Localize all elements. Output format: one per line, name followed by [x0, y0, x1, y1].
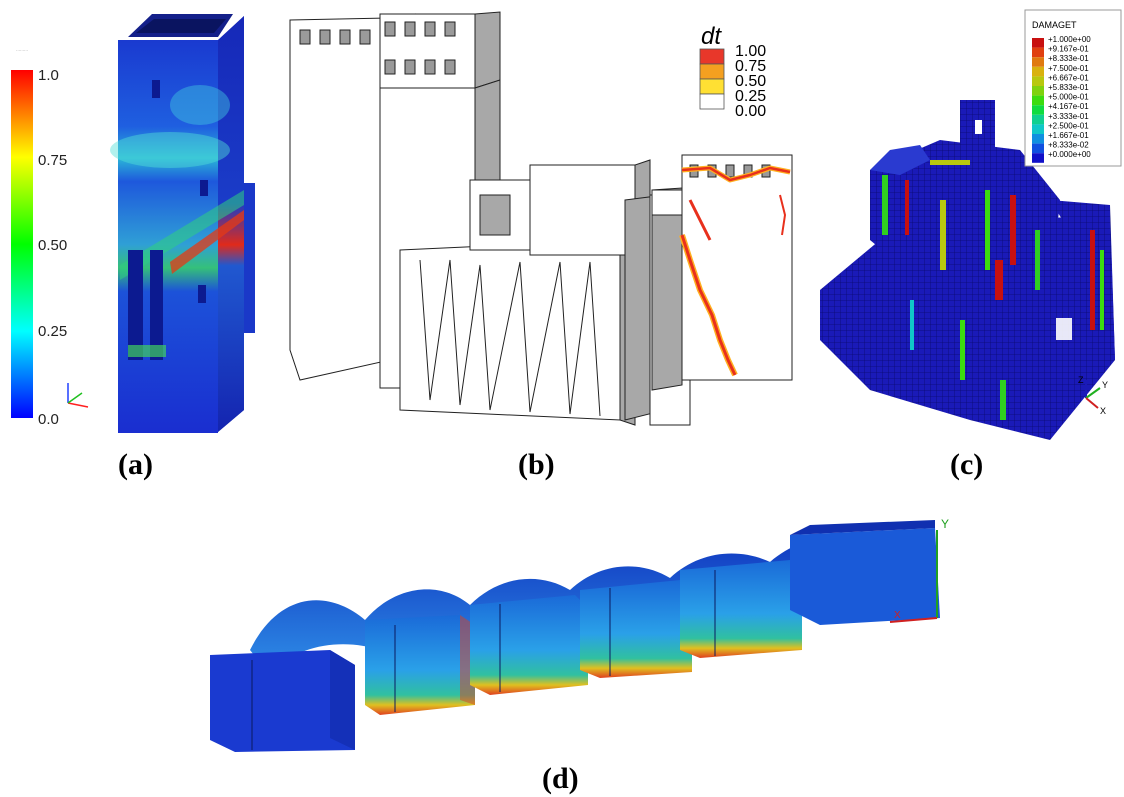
- legend-c-title: DAMAGET: [1032, 20, 1077, 30]
- legend-c-labels: +1.000e+00+9.167e-01+8.333e-01+7.500e-01…: [1048, 35, 1091, 159]
- panel-b: dt 1.00 0.75 0.50 0.25 0.00: [280, 0, 810, 450]
- legend-c-value: +3.333e-01: [1048, 112, 1089, 121]
- axis-triad-icon: [67, 383, 89, 408]
- caption-d: (d): [542, 762, 579, 795]
- panel-b-figure: dt 1.00 0.75 0.50 0.25 0.00: [289, 11, 793, 426]
- legend-c-value: +1.667e-01: [1048, 131, 1089, 140]
- colorbar-a-tick: 0.50: [38, 237, 67, 254]
- tower-model: [110, 14, 255, 433]
- colorbar-a: [11, 70, 33, 418]
- axis-label: Y: [941, 517, 949, 531]
- axis-label: Z: [1078, 375, 1084, 385]
- colorbar-a-tick: 0.0: [38, 411, 59, 428]
- axis-triad-icon: Z Y X: [1078, 375, 1108, 416]
- legend-c-swatch: [1032, 66, 1044, 77]
- legend-c-value: +9.167e-01: [1048, 45, 1089, 54]
- caption-b: (b): [518, 448, 555, 481]
- legend-c: DAMAGET +1.000e+00+9.167e-01+8.333e-01+7…: [1024, 9, 1122, 167]
- legend-c-swatch: [1032, 114, 1044, 125]
- colorbar-a-tick: 0.75: [38, 152, 67, 169]
- caption-c: (c): [950, 448, 984, 481]
- panel-d: Y X: [200, 500, 960, 762]
- legend-c-swatch: [1032, 76, 1044, 86]
- legend-c-swatch: [1032, 134, 1044, 144]
- castle-model: [289, 11, 793, 426]
- legend-c-value: +2.500e-01: [1048, 121, 1089, 130]
- legend-c-swatch: [1032, 47, 1044, 58]
- legend-b-tick: 0.25: [735, 88, 766, 105]
- legend-c-value: +1.000e+00: [1048, 35, 1091, 44]
- colorbar-a-tick: 0.25: [38, 323, 67, 340]
- legend-c-value: +4.167e-01: [1048, 102, 1089, 111]
- axis-label: Y: [1102, 380, 1108, 390]
- legend-c-swatch: [1032, 95, 1044, 106]
- panel-a: ········· 1.0 0.75 0.50 0.25 0.0: [0, 0, 280, 450]
- axis-triad-icon: Y X: [889, 517, 949, 623]
- panel-d-figure: Y X: [210, 517, 949, 752]
- legend-b-tick: 0.50: [735, 73, 766, 90]
- legend-b: dt 1.00 0.75 0.50 0.25 0.00: [699, 23, 766, 120]
- building-model: [820, 100, 1115, 440]
- legend-c-value: +8.333e-01: [1048, 54, 1089, 63]
- vault-model: [210, 520, 940, 752]
- caption-a: (a): [118, 448, 153, 481]
- legend-c-swatch: [1032, 105, 1044, 115]
- axis-label: X: [894, 610, 901, 621]
- legend-c-swatch: [1032, 38, 1044, 48]
- panel-c-figure: DAMAGET +1.000e+00+9.167e-01+8.333e-01+7…: [820, 9, 1122, 440]
- legend-c-value: +0.000e+00: [1048, 150, 1091, 159]
- legend-c-value: +6.667e-01: [1048, 73, 1089, 82]
- panel-a-figure: ········· 1.0 0.75 0.50 0.25 0.0: [11, 14, 255, 433]
- legend-c-swatch: [1032, 57, 1044, 67]
- legend-c-value: +7.500e-01: [1048, 64, 1089, 73]
- legend-c-value: +8.333e-02: [1048, 141, 1089, 150]
- axis-label: X: [1100, 406, 1106, 416]
- legend-c-value: +5.833e-01: [1048, 83, 1089, 92]
- legend-c-swatch: [1032, 153, 1044, 163]
- crack-lines: [679, 165, 791, 377]
- panel-c: DAMAGET +1.000e+00 +9.167e-01 +8.333e-01 +7…: [810, 0, 1124, 450]
- legend-c-swatch: [1032, 143, 1044, 154]
- legend-b-title: dt: [701, 23, 722, 50]
- legend-c-swatch: [1032, 124, 1044, 134]
- legend-c-value: +5.000e-01: [1048, 93, 1089, 102]
- colorbar-a-label: ·········: [16, 48, 28, 53]
- legend-c-swatch: [1032, 86, 1044, 96]
- colorbar-a-tick: 1.0: [38, 67, 59, 84]
- legend-b-tick: 1.00: [735, 43, 766, 60]
- legend-c-swatches: [1032, 38, 1044, 163]
- legend-b-tick: 0.75: [735, 58, 766, 75]
- legend-b-tick: 0.00: [735, 103, 766, 120]
